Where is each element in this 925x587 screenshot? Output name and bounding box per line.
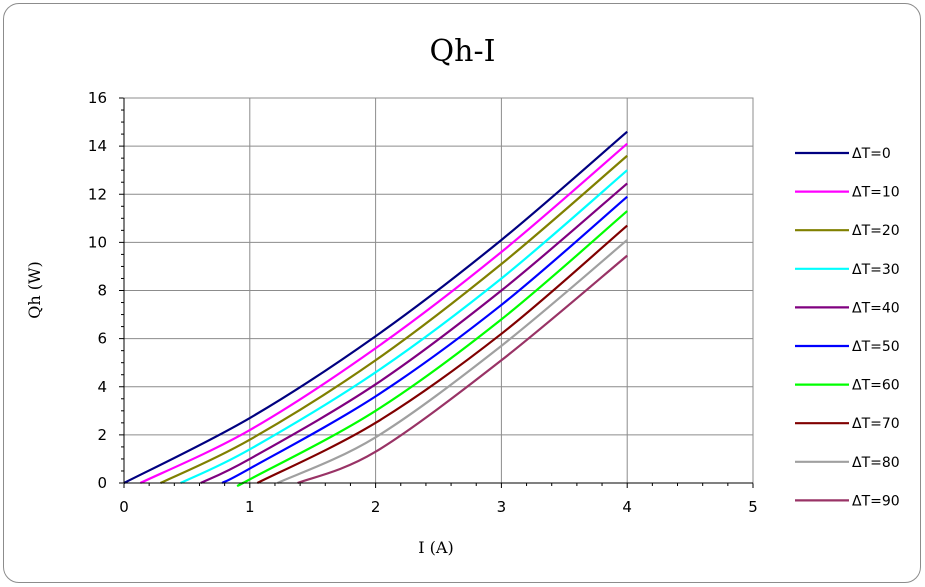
legend-label-6: ΔT=60: [852, 378, 900, 394]
series-line-0: [123, 130, 628, 484]
legend-label-8: ΔT=80: [852, 455, 900, 471]
series-line-5: [221, 195, 628, 484]
x-tick-label: 5: [748, 498, 758, 516]
y-tick-label: 0: [97, 474, 107, 492]
chart-title: Qh-I: [429, 34, 496, 69]
y-tick-label: 12: [88, 185, 107, 203]
x-tick-label: 3: [497, 498, 507, 516]
series-lines: [123, 130, 628, 487]
series-line-1: [139, 142, 628, 484]
y-axis-label: Qh (W): [25, 261, 44, 318]
legend-label-4: ΔT=40: [852, 300, 900, 316]
legend-label-3: ΔT=30: [852, 262, 900, 278]
y-tick-label: 6: [97, 330, 107, 348]
legend-label-1: ΔT=10: [852, 185, 900, 201]
series-line-2: [160, 154, 628, 484]
legend-label-9: ΔT=90: [852, 493, 900, 509]
series-line-8: [277, 239, 628, 484]
axes: [119, 97, 754, 488]
legend-label-7: ΔT=70: [852, 416, 900, 432]
y-tick-label: 14: [88, 137, 107, 155]
series-line-4: [200, 182, 628, 484]
y-tick-label: 4: [97, 378, 107, 396]
legend-label-2: ΔT=20: [852, 223, 900, 239]
x-tick-label: 1: [245, 498, 255, 516]
legend: ΔT=0 ΔT=10 ΔT=20 ΔT=30 ΔT=40 ΔT=50 ΔT=60 ΔT=70 Δ…: [795, 146, 900, 509]
x-tick-label: 0: [119, 498, 129, 516]
series-line-7: [256, 224, 628, 484]
series-line-6: [236, 210, 628, 487]
x-tick-label: 4: [622, 498, 632, 516]
y-tick-label: 10: [88, 233, 107, 251]
x-tick-label: 2: [371, 498, 381, 516]
series-line-3: [180, 169, 628, 484]
legend-label-5: ΔT=50: [852, 339, 900, 355]
y-tick-label: 2: [97, 426, 107, 444]
y-tick-label: 8: [97, 282, 107, 300]
series-line-9: [297, 254, 628, 485]
legend-label-0: ΔT=0: [852, 146, 891, 162]
chart-frame: [3, 3, 921, 583]
x-axis-label: I (A): [418, 538, 453, 557]
y-tick-label: 16: [88, 89, 107, 107]
